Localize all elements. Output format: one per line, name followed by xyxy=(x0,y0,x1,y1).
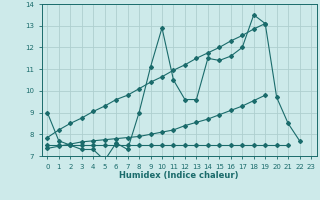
X-axis label: Humidex (Indice chaleur): Humidex (Indice chaleur) xyxy=(119,171,239,180)
